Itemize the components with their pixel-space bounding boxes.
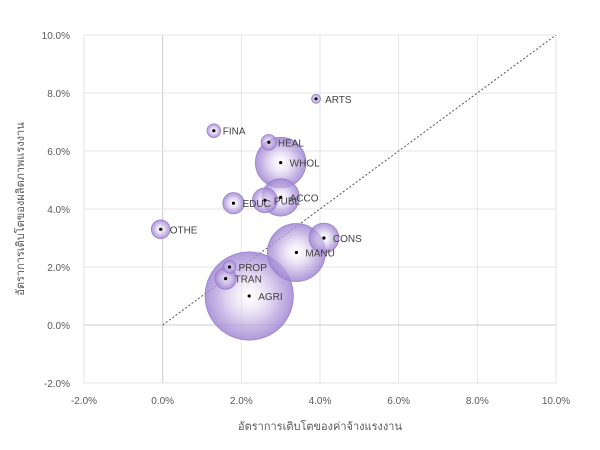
point-whol [279,161,283,165]
y-tick-label: 2.0% [47,263,70,274]
point-heal [267,140,271,144]
y-tick-label: -2.0% [44,379,70,390]
x-tick-label: -2.0% [71,396,97,407]
y-tick-label: 8.0% [47,89,70,100]
point-educ [231,201,236,205]
point-label-prop: PROP [239,263,268,274]
point-cons [322,236,326,240]
point-agri [247,294,251,298]
point-manu [294,250,298,255]
point-acco [279,195,283,199]
point-label-manu: MANU [305,249,334,260]
point-label-fina: FINA [223,127,246,138]
point-label-agri: AGRI [258,292,282,303]
point-label-cons: CONS [333,234,362,245]
y-tick-label: 4.0% [47,205,70,216]
y-tick-label: 10.0% [42,31,70,42]
point-prop [227,265,232,269]
point-othe [159,227,163,231]
x-tick-label: 6.0% [387,396,410,407]
point-tran [224,277,228,281]
point-label-othe: OTHE [170,225,198,236]
point-label-heal: HEAL [278,138,305,149]
x-tick-label: 8.0% [466,396,489,407]
point-arts [314,97,318,101]
x-tick-label: 0.0% [151,396,174,407]
point-label-publ: PUBL [274,196,301,207]
point-label-arts: ARTS [325,95,352,106]
point-label-educ: EDUC [242,199,270,210]
point-label-tran: TRAN [235,275,262,286]
tick-labels: -2.0% 0.0% 2.0% 4.0% 6.0% 8.0% 10.0% -2.0% 0.0% 2… [42,31,571,407]
point-label-whol: WHOL [290,159,320,170]
point-label-acco: ACCO [290,193,319,204]
x-tick-label: 2.0% [230,396,253,407]
y-tick-label: 6.0% [47,147,70,158]
point-fina [212,129,216,133]
x-tick-label: 10.0% [542,396,570,407]
point-publ [263,198,267,202]
y-tick-label: 0.0% [47,321,70,332]
y-axis-title: อัตราการเติบโตของผลิตภาพแรงงาน [13,122,27,296]
x-tick-label: 4.0% [309,396,332,407]
x-axis-title: อัตราการเติบโตของค่าจ้างแรงงาน [238,419,402,433]
